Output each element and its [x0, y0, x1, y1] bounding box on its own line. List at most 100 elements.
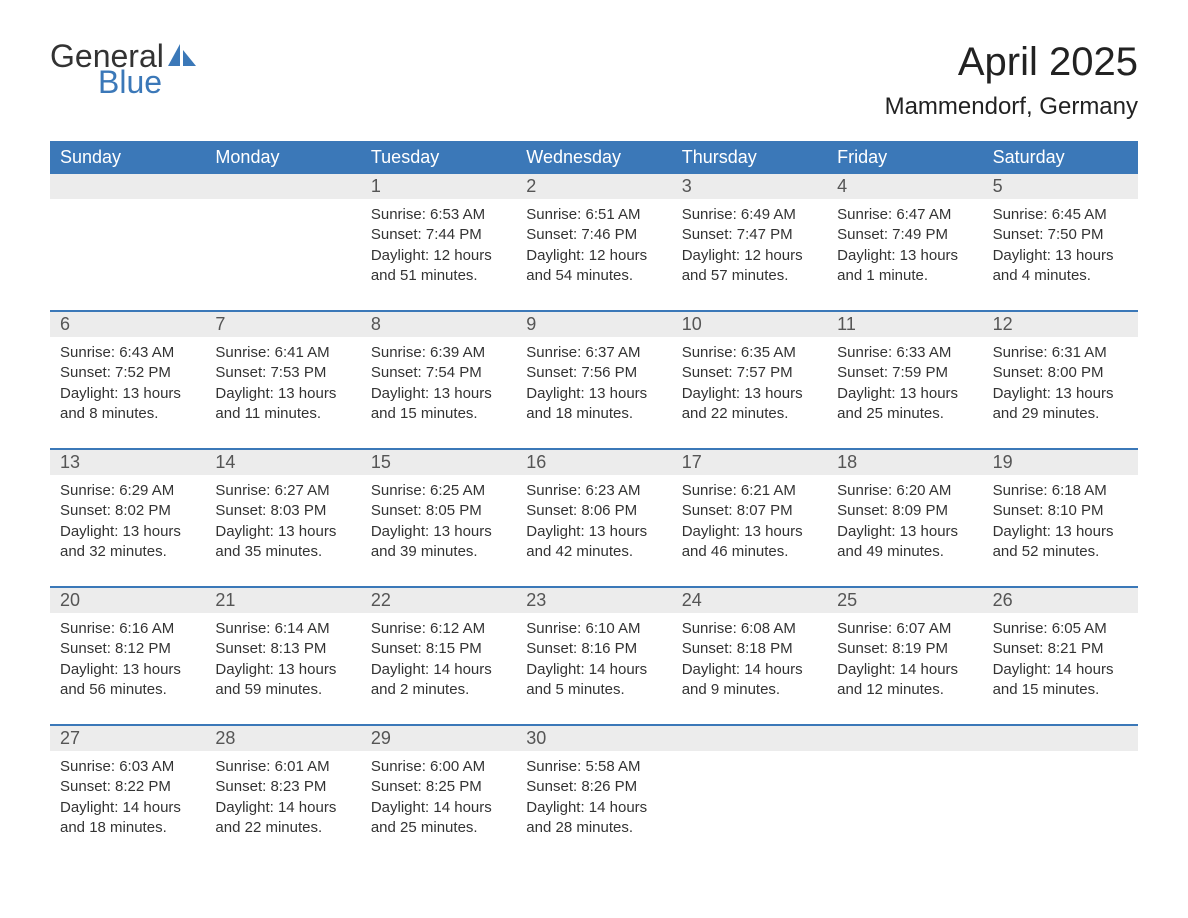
day-cell — [50, 199, 205, 310]
dl1-text: Daylight: 14 hours — [682, 660, 817, 680]
sunrise-text: Sunrise: 6:03 AM — [60, 757, 195, 777]
calendar-week: 20212223242526Sunrise: 6:16 AMSunset: 8:… — [50, 586, 1138, 724]
sunrise-text: Sunrise: 6:07 AM — [837, 619, 972, 639]
sunset-text: Sunset: 8:25 PM — [371, 777, 506, 797]
dl1-text: Daylight: 13 hours — [371, 384, 506, 404]
sunset-text: Sunset: 8:23 PM — [215, 777, 350, 797]
sunset-text: Sunset: 8:22 PM — [60, 777, 195, 797]
day-number: 23 — [516, 588, 671, 613]
sunrise-text: Sunrise: 6:21 AM — [682, 481, 817, 501]
day-number: 30 — [516, 726, 671, 751]
dl2-text: and 46 minutes. — [682, 542, 817, 562]
day-cell: Sunrise: 6:53 AMSunset: 7:44 PMDaylight:… — [361, 199, 516, 310]
sunset-text: Sunset: 8:12 PM — [60, 639, 195, 659]
sunset-text: Sunset: 8:19 PM — [837, 639, 972, 659]
dl1-text: Daylight: 13 hours — [993, 246, 1128, 266]
sunrise-text: Sunrise: 6:16 AM — [60, 619, 195, 639]
sunrise-text: Sunrise: 6:20 AM — [837, 481, 972, 501]
day-cell: Sunrise: 6:47 AMSunset: 7:49 PMDaylight:… — [827, 199, 982, 310]
dl2-text: and 51 minutes. — [371, 266, 506, 286]
sunset-text: Sunset: 8:13 PM — [215, 639, 350, 659]
dl1-text: Daylight: 13 hours — [682, 522, 817, 542]
day-cell — [205, 199, 360, 310]
sunset-text: Sunset: 8:05 PM — [371, 501, 506, 521]
sunset-text: Sunset: 7:59 PM — [837, 363, 972, 383]
sunset-text: Sunset: 8:21 PM — [993, 639, 1128, 659]
sunrise-text: Sunrise: 6:25 AM — [371, 481, 506, 501]
sunset-text: Sunset: 8:10 PM — [993, 501, 1128, 521]
sunrise-text: Sunrise: 6:33 AM — [837, 343, 972, 363]
dl2-text: and 42 minutes. — [526, 542, 661, 562]
calendar-grid: SundayMondayTuesdayWednesdayThursdayFrid… — [50, 141, 1138, 862]
sunrise-text: Sunrise: 6:43 AM — [60, 343, 195, 363]
weekday-header-cell: Wednesday — [516, 141, 671, 174]
dl2-text: and 9 minutes. — [682, 680, 817, 700]
day-cell — [672, 751, 827, 862]
dl2-text: and 59 minutes. — [215, 680, 350, 700]
day-cell: Sunrise: 6:20 AMSunset: 8:09 PMDaylight:… — [827, 475, 982, 586]
dl1-text: Daylight: 12 hours — [682, 246, 817, 266]
day-cell: Sunrise: 6:16 AMSunset: 8:12 PMDaylight:… — [50, 613, 205, 724]
day-cell: Sunrise: 6:29 AMSunset: 8:02 PMDaylight:… — [50, 475, 205, 586]
sunrise-text: Sunrise: 6:39 AM — [371, 343, 506, 363]
day-cell: Sunrise: 6:18 AMSunset: 8:10 PMDaylight:… — [983, 475, 1138, 586]
day-cell: Sunrise: 6:07 AMSunset: 8:19 PMDaylight:… — [827, 613, 982, 724]
day-number: 22 — [361, 588, 516, 613]
dl1-text: Daylight: 14 hours — [371, 660, 506, 680]
day-number-row: 20212223242526 — [50, 588, 1138, 613]
day-number-row: 13141516171819 — [50, 450, 1138, 475]
sunset-text: Sunset: 8:26 PM — [526, 777, 661, 797]
dl1-text: Daylight: 13 hours — [993, 522, 1128, 542]
day-cell: Sunrise: 6:41 AMSunset: 7:53 PMDaylight:… — [205, 337, 360, 448]
sunset-text: Sunset: 8:18 PM — [682, 639, 817, 659]
logo: General Blue — [50, 40, 198, 98]
day-cell: Sunrise: 6:45 AMSunset: 7:50 PMDaylight:… — [983, 199, 1138, 310]
sunrise-text: Sunrise: 6:51 AM — [526, 205, 661, 225]
sunset-text: Sunset: 8:03 PM — [215, 501, 350, 521]
sunset-text: Sunset: 7:53 PM — [215, 363, 350, 383]
day-cell: Sunrise: 6:27 AMSunset: 8:03 PMDaylight:… — [205, 475, 360, 586]
dl2-text: and 39 minutes. — [371, 542, 506, 562]
sunrise-text: Sunrise: 6:08 AM — [682, 619, 817, 639]
sunrise-text: Sunrise: 6:49 AM — [682, 205, 817, 225]
dl2-text: and 12 minutes. — [837, 680, 972, 700]
day-cell: Sunrise: 6:37 AMSunset: 7:56 PMDaylight:… — [516, 337, 671, 448]
sunset-text: Sunset: 7:54 PM — [371, 363, 506, 383]
day-number: 17 — [672, 450, 827, 475]
day-number: 26 — [983, 588, 1138, 613]
day-cell: Sunrise: 6:03 AMSunset: 8:22 PMDaylight:… — [50, 751, 205, 862]
weekday-header-cell: Sunday — [50, 141, 205, 174]
day-number — [205, 174, 360, 199]
sunset-text: Sunset: 7:44 PM — [371, 225, 506, 245]
sunset-text: Sunset: 7:46 PM — [526, 225, 661, 245]
weekday-header-cell: Tuesday — [361, 141, 516, 174]
sunset-text: Sunset: 8:00 PM — [993, 363, 1128, 383]
dl2-text: and 35 minutes. — [215, 542, 350, 562]
dl1-text: Daylight: 14 hours — [837, 660, 972, 680]
day-number: 11 — [827, 312, 982, 337]
dl2-text: and 52 minutes. — [993, 542, 1128, 562]
dl1-text: Daylight: 13 hours — [993, 384, 1128, 404]
day-number: 1 — [361, 174, 516, 199]
sunset-text: Sunset: 7:50 PM — [993, 225, 1128, 245]
calendar-week: 27282930Sunrise: 6:03 AMSunset: 8:22 PMD… — [50, 724, 1138, 862]
dl1-text: Daylight: 14 hours — [60, 798, 195, 818]
dl1-text: Daylight: 13 hours — [60, 522, 195, 542]
day-number: 12 — [983, 312, 1138, 337]
weekday-header-row: SundayMondayTuesdayWednesdayThursdayFrid… — [50, 141, 1138, 174]
sunset-text: Sunset: 8:07 PM — [682, 501, 817, 521]
day-cell: Sunrise: 6:12 AMSunset: 8:15 PMDaylight:… — [361, 613, 516, 724]
sunset-text: Sunset: 7:56 PM — [526, 363, 661, 383]
dl1-text: Daylight: 13 hours — [682, 384, 817, 404]
sunset-text: Sunset: 7:57 PM — [682, 363, 817, 383]
day-number — [827, 726, 982, 751]
sunrise-text: Sunrise: 6:01 AM — [215, 757, 350, 777]
sunrise-text: Sunrise: 6:10 AM — [526, 619, 661, 639]
day-number: 5 — [983, 174, 1138, 199]
day-number — [672, 726, 827, 751]
day-cell: Sunrise: 6:10 AMSunset: 8:16 PMDaylight:… — [516, 613, 671, 724]
dl1-text: Daylight: 13 hours — [371, 522, 506, 542]
dl1-text: Daylight: 13 hours — [526, 522, 661, 542]
sunrise-text: Sunrise: 6:53 AM — [371, 205, 506, 225]
dl2-text: and 8 minutes. — [60, 404, 195, 424]
